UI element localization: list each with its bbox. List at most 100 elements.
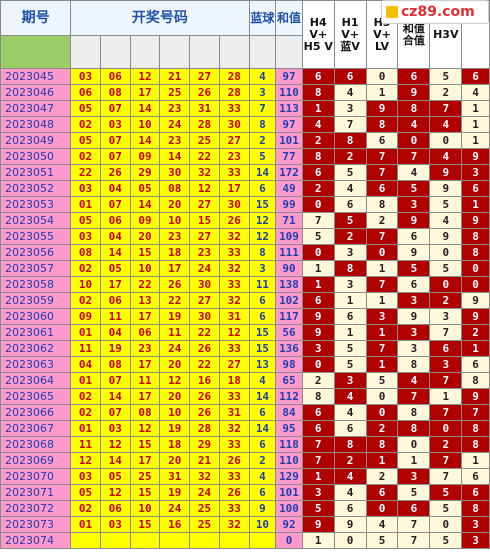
metric-cell: 9 bbox=[429, 228, 463, 245]
metric-cell: 1 bbox=[365, 324, 399, 341]
draw-number-cell: 07 bbox=[99, 196, 131, 213]
metric-cell: 0 bbox=[365, 500, 399, 517]
draw-number-cell: 14 bbox=[129, 196, 161, 213]
period-cell: 2023055 bbox=[0, 228, 72, 245]
draw-number-cell: 10 bbox=[129, 116, 161, 133]
draw-number-cell: 28 bbox=[218, 84, 250, 101]
sum-cell: 109 bbox=[275, 228, 303, 245]
table-row: 2023071 05 12 15 19 24 26 6 101 3 4 6 5 5 6 bbox=[0, 484, 490, 501]
sum-cell: 111 bbox=[275, 244, 303, 261]
metric-cell: 5 bbox=[301, 500, 335, 517]
metric-cell: 5 bbox=[429, 500, 463, 517]
draw-number-cell: 16 bbox=[189, 372, 220, 389]
draw-number-cell: 30 bbox=[159, 164, 191, 181]
draw-number-cell: 17 bbox=[129, 452, 161, 469]
metric-cell: 8 bbox=[333, 436, 367, 453]
draw-number-cell bbox=[159, 532, 191, 549]
filter-cell-period bbox=[0, 35, 72, 69]
metric-cell: 7 bbox=[365, 148, 399, 165]
draw-number-cell: 25 bbox=[189, 516, 220, 533]
draw-number-cell: 27 bbox=[218, 356, 250, 373]
draw-number-cell: 25 bbox=[159, 84, 191, 101]
draw-number-cell: 24 bbox=[189, 260, 220, 277]
metric-cell: 9 bbox=[397, 244, 431, 261]
draw-number-cell: 33 bbox=[218, 388, 250, 405]
draw-number-cell: 19 bbox=[159, 420, 191, 437]
filter-cell bbox=[99, 35, 131, 69]
draw-number-cell bbox=[129, 532, 161, 549]
draw-number-cell bbox=[99, 532, 131, 549]
draw-number-cell: 22 bbox=[159, 292, 191, 309]
draw-number-cell: 17 bbox=[129, 388, 161, 405]
header-h1: H1 V+ 蓝V bbox=[333, 0, 367, 69]
draw-number-cell: 10 bbox=[129, 500, 161, 517]
blue-ball-cell: 7 bbox=[248, 100, 277, 117]
draw-number-cell: 04 bbox=[70, 356, 101, 373]
blue-ball-cell: 15 bbox=[248, 324, 277, 341]
metric-cell: 9 bbox=[301, 308, 335, 325]
metric-cell: 4 bbox=[333, 404, 367, 421]
period-cell: 2023060 bbox=[0, 308, 72, 325]
draw-number-cell: 32 bbox=[189, 164, 220, 181]
period-cell: 2023053 bbox=[0, 196, 72, 213]
draw-number-cell: 24 bbox=[159, 340, 191, 357]
draw-number-cell: 22 bbox=[129, 276, 161, 293]
metric-cell: 1 bbox=[461, 100, 490, 117]
metric-cell: 4 bbox=[429, 212, 463, 229]
draw-number-cell: 15 bbox=[189, 212, 220, 229]
table-row: 2023062 11 19 23 24 26 33 15 136 3 5 7 3 6 1 bbox=[0, 340, 490, 357]
metric-cell: 6 bbox=[333, 500, 367, 517]
sum-cell: 90 bbox=[275, 260, 303, 277]
metric-cell: 7 bbox=[397, 532, 431, 549]
metric-cell: 7 bbox=[301, 452, 335, 469]
period-cell: 2023056 bbox=[0, 244, 72, 261]
draw-number-cell: 01 bbox=[70, 196, 101, 213]
metric-cell: 4 bbox=[429, 116, 463, 133]
filter-cell bbox=[275, 35, 303, 69]
metric-cell: 3 bbox=[397, 292, 431, 309]
metric-cell: 6 bbox=[461, 180, 490, 197]
sum-cell: 0 bbox=[275, 532, 303, 549]
table-row: 2023060 09 11 17 19 30 31 6 117 9 6 3 9 3 9 bbox=[0, 308, 490, 325]
metric-cell: 7 bbox=[429, 372, 463, 389]
metric-cell: 5 bbox=[333, 164, 367, 181]
metric-cell: 0 bbox=[301, 356, 335, 373]
sum-cell: 92 bbox=[275, 516, 303, 533]
table-row: 2023074 0 1 0 5 7 5 3 bbox=[0, 532, 490, 549]
draw-number-cell: 15 bbox=[129, 516, 161, 533]
table-row: 2023059 02 06 13 22 27 32 6 102 6 1 1 3 2 9 bbox=[0, 292, 490, 309]
draw-number-cell: 27 bbox=[218, 132, 250, 149]
draw-number-cell: 18 bbox=[159, 244, 191, 261]
period-cell: 2023074 bbox=[0, 532, 72, 549]
metric-cell: 6 bbox=[333, 420, 367, 437]
metric-cell: 8 bbox=[301, 388, 335, 405]
metric-cell: 9 bbox=[397, 308, 431, 325]
period-cell: 2023061 bbox=[0, 324, 72, 341]
draw-number-cell: 10 bbox=[159, 404, 191, 421]
table-row: 2023058 10 17 22 26 30 33 11 138 1 3 7 6 0 0 bbox=[0, 276, 490, 293]
metric-cell: 6 bbox=[461, 484, 490, 501]
period-cell: 2023063 bbox=[0, 356, 72, 373]
draw-number-cell: 01 bbox=[70, 516, 101, 533]
period-cell: 2023052 bbox=[0, 180, 72, 197]
draw-number-cell: 27 bbox=[189, 228, 220, 245]
period-cell: 2023046 bbox=[0, 84, 72, 101]
period-cell: 2023051 bbox=[0, 164, 72, 181]
draw-number-cell: 17 bbox=[129, 356, 161, 373]
metric-cell: 2 bbox=[301, 372, 335, 389]
draw-number-cell: 01 bbox=[70, 324, 101, 341]
draw-number-cell: 33 bbox=[218, 500, 250, 517]
draw-number-cell: 20 bbox=[159, 388, 191, 405]
metric-cell: 3 bbox=[397, 196, 431, 213]
draw-number-cell: 11 bbox=[70, 436, 101, 453]
draw-number-cell: 10 bbox=[159, 212, 191, 229]
metric-cell: 0 bbox=[365, 388, 399, 405]
draw-number-cell bbox=[218, 532, 250, 549]
table-row: 2023055 03 04 20 23 27 32 12 109 5 2 7 6 9 8 bbox=[0, 228, 490, 245]
draw-number-cell: 28 bbox=[218, 68, 250, 85]
period-cell: 2023047 bbox=[0, 100, 72, 117]
metric-cell: 0 bbox=[461, 276, 490, 293]
draw-number-cell: 11 bbox=[159, 324, 191, 341]
table-row: 2023073 01 03 15 16 25 32 10 92 9 9 4 7 0 3 bbox=[0, 516, 490, 533]
draw-number-cell: 12 bbox=[218, 324, 250, 341]
